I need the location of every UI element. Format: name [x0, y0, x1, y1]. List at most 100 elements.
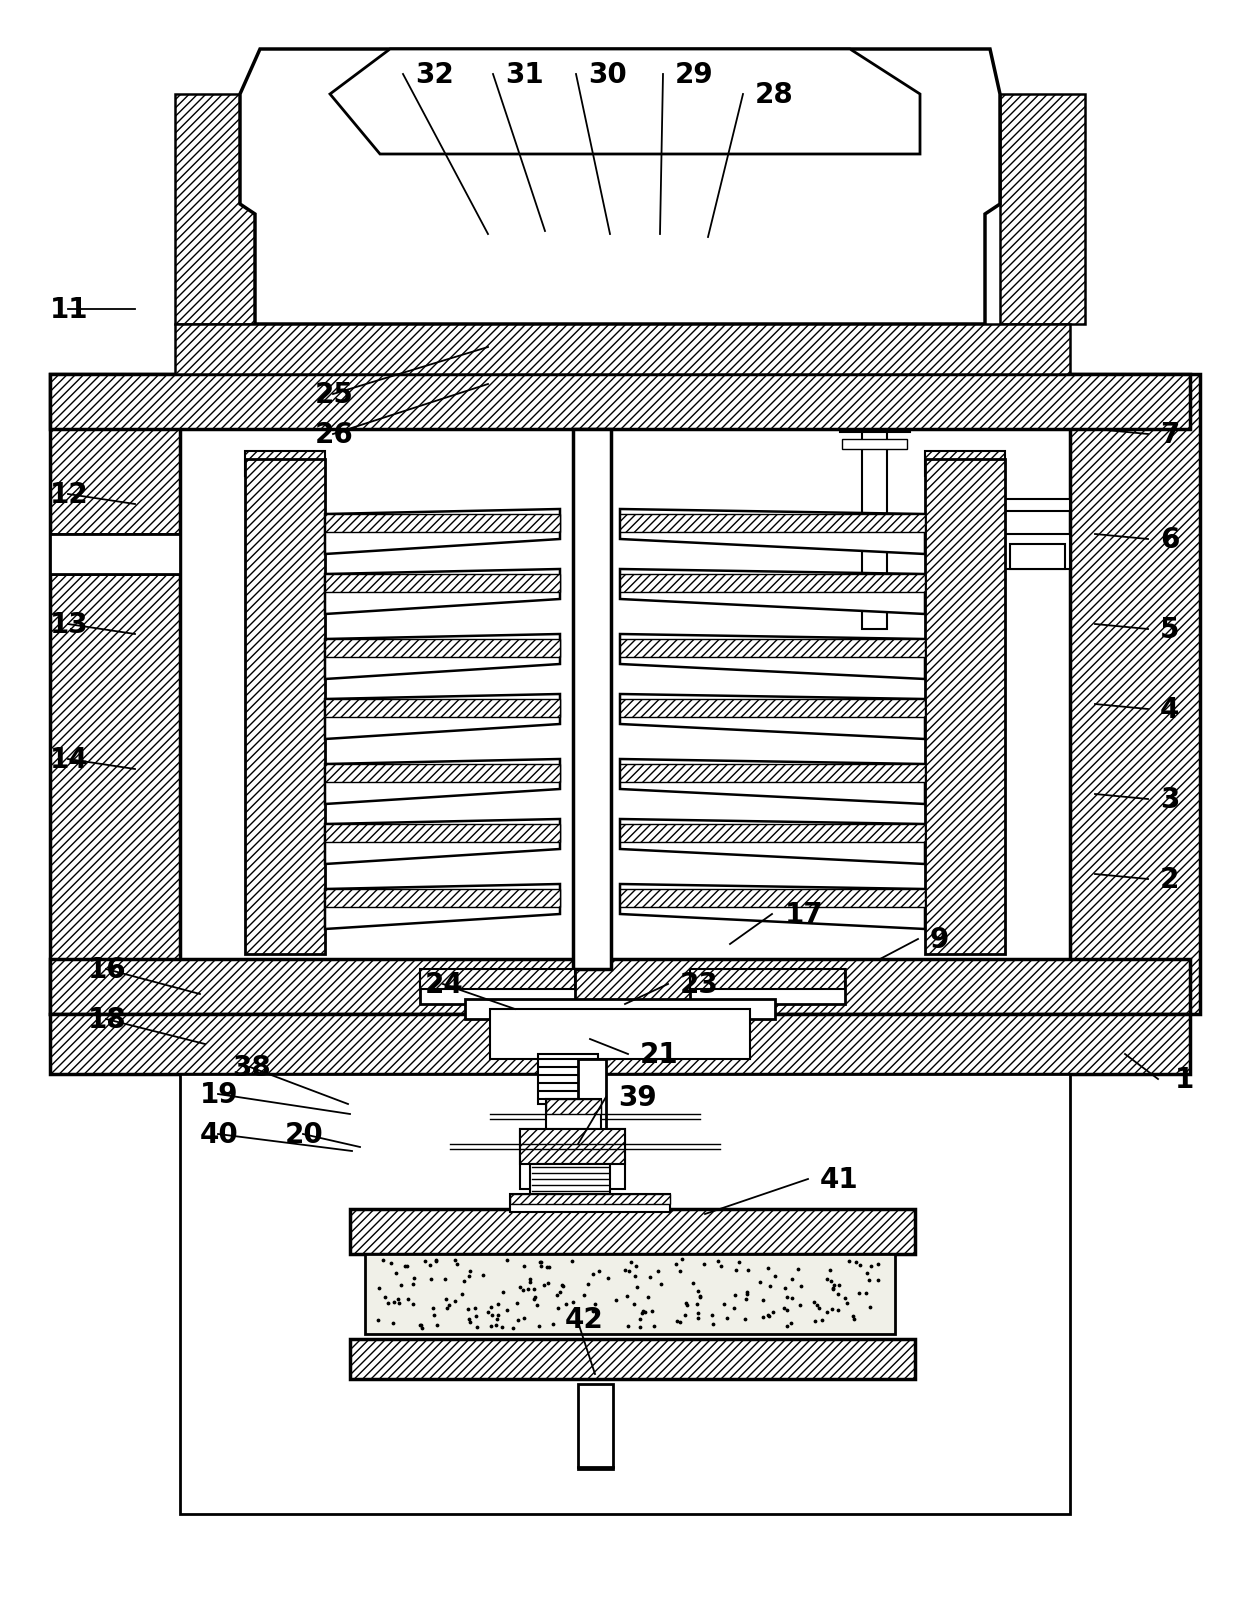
Bar	[937, 484, 952, 502]
Point	[403, 1291, 423, 1317]
Point	[479, 1299, 498, 1325]
Point	[578, 1272, 598, 1298]
Point	[635, 1299, 655, 1325]
Point	[427, 1249, 446, 1275]
Point	[807, 1293, 827, 1319]
Point	[403, 1272, 423, 1298]
Bar	[50, 959, 1190, 1014]
Point	[547, 1283, 567, 1309]
Text: 2: 2	[1159, 865, 1179, 894]
Bar	[1011, 544, 1065, 570]
Bar	[1070, 374, 1200, 1014]
Point	[703, 1311, 723, 1336]
Polygon shape	[620, 884, 925, 930]
Point	[521, 1265, 541, 1291]
Polygon shape	[325, 510, 560, 555]
Point	[672, 1246, 692, 1272]
Bar	[490, 1009, 750, 1059]
Point	[482, 1302, 502, 1328]
Text: 1: 1	[1176, 1065, 1194, 1093]
Bar	[325, 515, 560, 533]
Text: 30: 30	[588, 61, 626, 89]
Bar	[694, 258, 760, 313]
Bar	[862, 370, 887, 629]
Point	[727, 1257, 746, 1283]
Point	[376, 1285, 396, 1311]
Point	[423, 1294, 443, 1320]
Point	[765, 1264, 785, 1290]
Text: 17: 17	[785, 901, 823, 928]
Point	[412, 1312, 432, 1338]
Point	[492, 1314, 512, 1340]
Bar	[258, 470, 283, 481]
Point	[445, 1288, 465, 1314]
Bar	[558, 329, 627, 350]
Text: 3: 3	[1159, 786, 1179, 813]
Point	[724, 1296, 744, 1322]
Text: 12: 12	[50, 481, 88, 508]
Bar	[655, 218, 684, 237]
Point	[868, 1251, 888, 1277]
Point	[574, 1283, 594, 1309]
Bar	[365, 1254, 895, 1335]
Point	[791, 1273, 811, 1299]
Bar	[620, 765, 925, 783]
Point	[511, 1273, 531, 1299]
Polygon shape	[495, 1007, 694, 1059]
Point	[839, 1248, 859, 1273]
Point	[459, 1306, 479, 1332]
Text: 31: 31	[505, 61, 543, 89]
Point	[639, 1285, 658, 1311]
Point	[518, 1277, 538, 1302]
Point	[427, 1248, 446, 1273]
Point	[822, 1296, 842, 1322]
Point	[812, 1307, 832, 1333]
Point	[787, 1256, 807, 1282]
Point	[424, 1302, 444, 1328]
Point	[553, 1273, 573, 1299]
Point	[368, 1307, 388, 1333]
Text: 7: 7	[1159, 421, 1179, 449]
Text: 28: 28	[755, 81, 794, 108]
Point	[494, 1280, 513, 1306]
Point	[392, 1272, 412, 1298]
Bar	[477, 218, 508, 237]
Point	[513, 1277, 533, 1302]
Point	[497, 1248, 517, 1273]
Text: 40: 40	[200, 1120, 239, 1148]
Bar	[175, 324, 1070, 374]
Point	[711, 1254, 730, 1280]
Bar	[180, 1075, 1070, 1514]
Point	[777, 1285, 797, 1311]
Point	[632, 1299, 652, 1325]
Point	[836, 1285, 856, 1311]
Point	[737, 1282, 756, 1307]
Point	[702, 1302, 722, 1328]
Point	[708, 1248, 728, 1273]
Point	[714, 1291, 734, 1317]
Bar	[50, 374, 180, 1014]
Point	[436, 1286, 456, 1312]
Polygon shape	[325, 760, 560, 804]
Point	[777, 1296, 797, 1322]
Point	[460, 1309, 480, 1335]
Bar	[937, 484, 952, 502]
Point	[422, 1265, 441, 1291]
Point	[759, 1256, 779, 1282]
Polygon shape	[325, 634, 560, 679]
Point	[777, 1314, 797, 1340]
Bar	[620, 575, 925, 592]
Point	[735, 1306, 755, 1332]
Point	[465, 1294, 485, 1320]
Point	[454, 1269, 474, 1294]
Point	[642, 1298, 662, 1323]
Bar	[513, 218, 543, 237]
Polygon shape	[620, 760, 925, 804]
Polygon shape	[620, 634, 925, 679]
Text: 26: 26	[315, 421, 353, 449]
Polygon shape	[241, 50, 999, 324]
Bar	[325, 765, 560, 783]
Point	[529, 1249, 549, 1275]
Point	[688, 1304, 708, 1330]
Bar	[725, 218, 755, 237]
